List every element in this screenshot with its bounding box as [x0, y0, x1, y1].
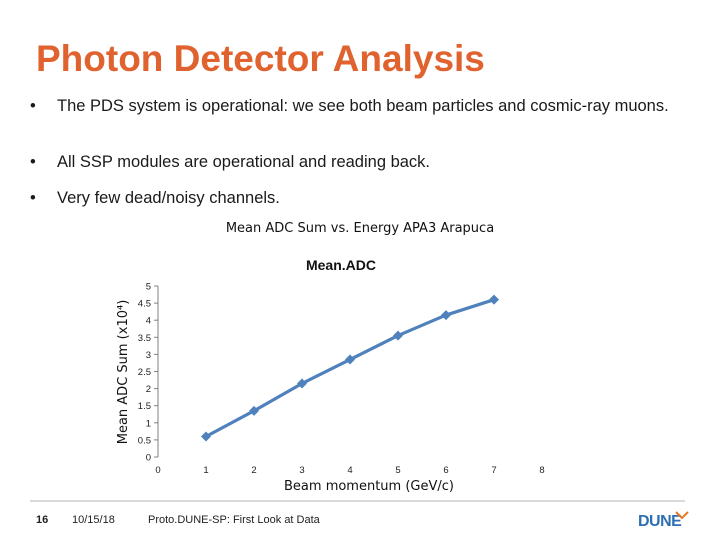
- y-tick-label: 2: [146, 384, 151, 395]
- y-tick-label: 4.5: [138, 299, 151, 310]
- dune-logo: DUNE: [638, 511, 689, 530]
- y-tick-label: 1: [146, 418, 151, 429]
- data-point: [489, 294, 499, 305]
- footer-divider: [30, 500, 685, 502]
- x-axis-label: Beam momentum (GeV/c): [284, 479, 454, 494]
- chart-caption: Mean ADC Sum vs. Energy APA3 Arapuca: [225, 221, 495, 236]
- x-tick-label: 4: [347, 465, 352, 476]
- y-tick-label: 4: [146, 316, 151, 327]
- y-tick-label: 3.5: [138, 333, 151, 344]
- x-tick-label: 1: [203, 465, 208, 476]
- bullet-text: All SSP modules are operational and read…: [57, 153, 431, 171]
- y-tick-label: 0: [146, 453, 151, 464]
- y-tick-label: 0.5: [138, 435, 151, 446]
- x-tick-label: 5: [395, 465, 400, 476]
- x-tick-label: 7: [491, 465, 496, 476]
- y-tick-label: 2.5: [138, 367, 151, 378]
- x-tick-label: 8: [539, 465, 544, 476]
- bullet-dot: •: [30, 153, 36, 171]
- dune-logo-text: DUNE: [638, 513, 682, 530]
- data-point: [201, 431, 211, 442]
- page-number: 16: [36, 514, 49, 526]
- y-tick-label: 1.5: [138, 401, 151, 412]
- y-axis-label: Mean ADC Sum (x10⁴): [116, 300, 131, 445]
- data-point: [249, 405, 259, 416]
- y-tick-label: 5: [146, 282, 151, 293]
- data-point: [345, 354, 355, 365]
- series-line: [205, 298, 495, 438]
- x-tick-label: 2: [251, 465, 256, 476]
- data-point: [393, 330, 403, 341]
- x-tick-label: 3: [299, 465, 304, 476]
- data-point: [441, 310, 451, 321]
- bullet-dot: •: [30, 189, 36, 207]
- bullet-dot: •: [30, 97, 36, 115]
- footer-title: Proto.DUNE-SP: First Look at Data: [148, 514, 320, 526]
- y-tick-label: 3: [146, 350, 151, 361]
- bullet-text: The PDS system is operational: we see bo…: [57, 97, 669, 115]
- footer-date: 10/15/18: [72, 514, 115, 526]
- slide-title: Photon Detector Analysis: [36, 38, 485, 79]
- x-tick-label: 6: [443, 465, 448, 476]
- x-tick-label: 0: [155, 465, 160, 476]
- data-point: [297, 378, 307, 389]
- chart-title: Mean.ADC: [306, 257, 376, 273]
- bullet-text: Very few dead/noisy channels.: [57, 189, 280, 207]
